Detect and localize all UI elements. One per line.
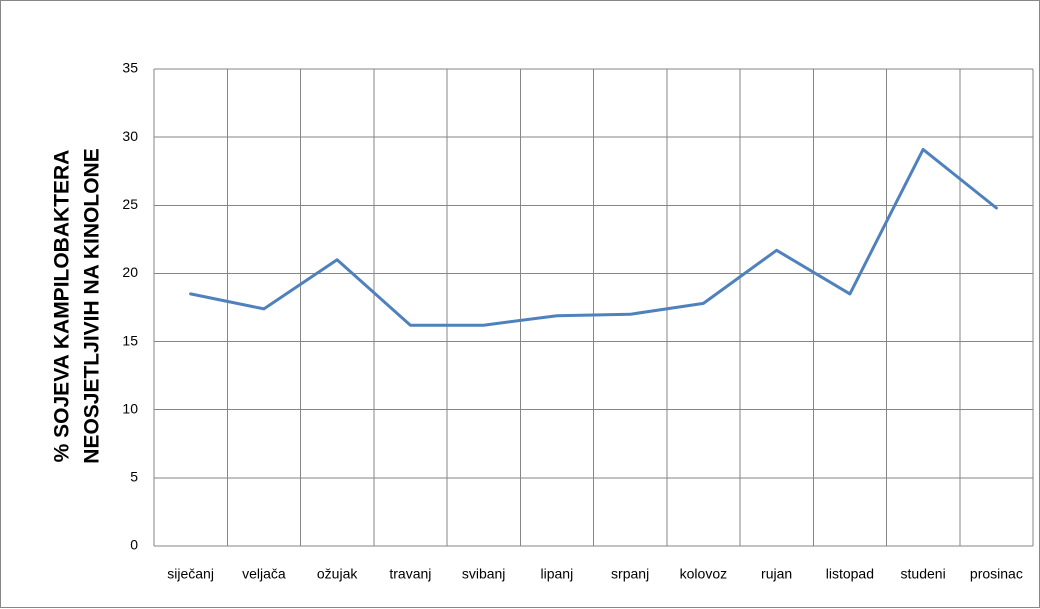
y-axis-title: % SOJEVA KAMPILOBAKTERA NEOSJETLJIVIH NA… [51,148,104,463]
y-axis-tick-labels: 0 5 10 15 20 25 30 35 [122,60,138,553]
series-line [189,147,998,327]
gridlines [153,68,1034,547]
x-tick-label: prosinac [970,566,1023,582]
data-point [336,258,339,261]
x-tick-label: rujan [761,566,792,582]
y-axis-title-line-2: NEOSJETLJIVIH NA KINOLONE [81,148,104,463]
data-point [262,307,265,310]
x-tick-label: srpanj [611,566,649,582]
data-point [629,313,632,316]
x-tick-label: travanj [389,566,431,582]
y-tick-label: 15 [122,332,138,348]
y-axis-title-line-1: % SOJEVA KAMPILOBAKTERA [51,150,74,463]
data-point [995,207,998,210]
data-point [555,314,558,317]
x-tick-label: svibanj [462,566,506,582]
data-point [482,324,485,327]
y-tick-label: 30 [122,128,138,144]
x-tick-label: listopad [826,566,874,582]
data-point [409,324,412,327]
x-tick-label: siječanj [167,566,214,582]
y-tick-label: 35 [122,60,138,76]
y-tick-label: 10 [122,400,138,416]
data-point [775,249,778,252]
data-point [848,292,851,295]
data-point [702,302,705,305]
x-tick-label: veljača [242,566,286,582]
series-layer [189,147,998,327]
y-tick-label: 0 [130,537,138,553]
x-tick-label: kolovoz [680,566,727,582]
y-tick-label: 25 [122,196,138,212]
x-tick-label: studeni [901,566,946,582]
data-point [922,148,925,151]
x-tick-label: lipanj [541,566,574,582]
y-tick-label: 5 [130,469,138,485]
x-tick-label: ožujak [317,566,358,582]
y-tick-label: 20 [122,264,138,280]
x-axis-tick-labels: siječanj veljača ožujak travanj svibanj lipan… [167,566,1023,582]
data-point [189,292,192,295]
